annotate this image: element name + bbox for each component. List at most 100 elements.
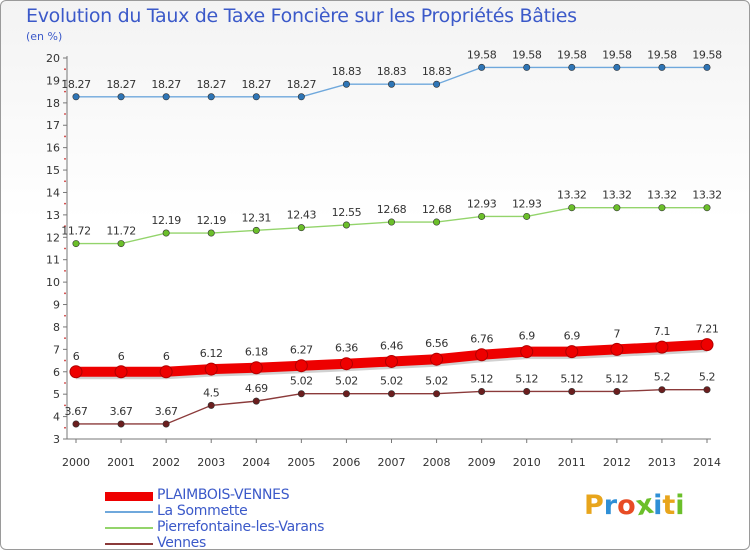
data-label: 5.12 [515,372,538,385]
data-label: 12.31 [242,211,272,224]
legend-swatch [105,492,153,501]
data-label: 6.18 [245,346,268,359]
data-label: 18.27 [242,78,272,91]
x-tick-label: 2001 [107,456,135,469]
data-point [252,226,260,234]
data-label: 19.58 [692,48,722,61]
data-label: 3.67 [65,405,88,418]
data-point [703,386,711,394]
y-tick-label: 17 [46,119,60,132]
data-label: 12.93 [467,197,497,210]
data-label: 13.32 [557,189,587,202]
x-tick-label: 2010 [513,456,541,469]
data-label: 6 [163,350,170,363]
x-tick-label: 2007 [378,456,406,469]
data-point [475,348,489,362]
y-minor-tick [64,359,66,362]
y-minor-tick [64,113,66,115]
data-label: 6.12 [200,347,223,360]
y-minor-tick [64,337,66,340]
data-point [117,240,125,248]
x-tick-label: 2014 [693,456,721,469]
series-plaimbois-vennes: 6 6 6 6.12 6.18 6.27 6.36 6.46 6.56 6.76 6.9 6.9 7 7.… [69,323,719,380]
data-point [568,204,576,212]
data-label: 18.83 [422,65,452,78]
data-label: 5.02 [425,375,448,388]
data-label: 18.83 [377,65,407,78]
y-tick-label: 14 [46,186,60,199]
x-tick-label: 2000 [62,456,90,469]
legend-label: Vennes [157,535,206,550]
y-tick-label: 8 [53,321,60,334]
logo-letter: i [675,490,685,521]
data-label: 5.02 [335,375,358,388]
data-point [162,229,170,237]
x-tick-label: 2008 [423,456,451,469]
data-label: 18.27 [151,78,181,91]
data-label: 18.27 [287,78,317,91]
data-point [613,63,621,71]
data-label: 7 [614,327,621,340]
chart-unit-label: (en %) [26,30,63,43]
data-point [523,387,531,395]
data-label: 6.9 [519,330,536,343]
data-label: 12.68 [422,203,452,216]
y-minor-tick [64,314,66,317]
data-label: 5.02 [290,375,313,388]
x-tick-label: 2012 [603,456,631,469]
data-point [523,212,531,220]
y-tick-label: 12 [46,231,60,244]
data-label: 12.93 [512,197,542,210]
x-tick-label: 2006 [332,456,360,469]
data-label: 4.5 [203,386,220,399]
data-label: 18.27 [196,78,226,91]
data-point [658,63,666,71]
data-label: 3.67 [110,405,133,418]
data-point [249,361,263,375]
data-point [297,224,305,232]
data-label: 5.2 [654,371,670,384]
data-label: 11.72 [106,225,136,238]
series-la-sommette: 18.27 18.27 18.27 18.27 18.27 18.27 18.83 18.83… [61,48,723,101]
y-minor-tick [64,202,66,205]
legend-label: PLAIMBOIS-VENNES [157,487,290,503]
data-label: 5.2 [699,371,715,384]
legend-label: La Sommette [157,503,248,519]
y-minor-tick [64,426,66,429]
data-point [433,218,441,226]
logo-letter: t [662,490,676,521]
data-point [297,390,305,398]
legend-swatch [105,511,153,513]
data-label: 13.32 [692,189,722,202]
data-label: 19.58 [602,48,632,61]
y-tick-label: 9 [53,299,60,312]
data-point [703,63,711,71]
data-label: 12.68 [377,203,407,216]
data-point [294,359,308,373]
data-point [69,365,83,379]
data-label: 19.58 [512,48,542,61]
data-label: 6 [118,350,125,363]
y-minor-tick [64,157,66,160]
chart-title: Evolution du Taux de Taxe Foncière sur l… [26,5,577,27]
data-point [520,345,534,359]
data-label: 18.83 [332,65,362,78]
data-label: 5.02 [380,375,403,388]
data-point [252,397,260,405]
data-point [252,93,260,101]
y-minor-tick [64,225,66,227]
data-point [433,390,441,398]
data-label: 6.9 [564,330,581,343]
chart-series: 18.27 18.27 18.27 18.27 18.27 18.27 18.83 18.83… [61,48,723,428]
data-point [613,204,621,212]
data-point [568,63,576,71]
data-label: 12.55 [332,206,362,219]
data-point [162,420,170,428]
data-label: 19.58 [467,48,497,61]
data-point [387,390,395,398]
y-tick-label: 16 [46,142,60,155]
data-point [117,93,125,101]
data-label: 12.19 [196,214,226,227]
data-label: 6.76 [470,333,493,346]
